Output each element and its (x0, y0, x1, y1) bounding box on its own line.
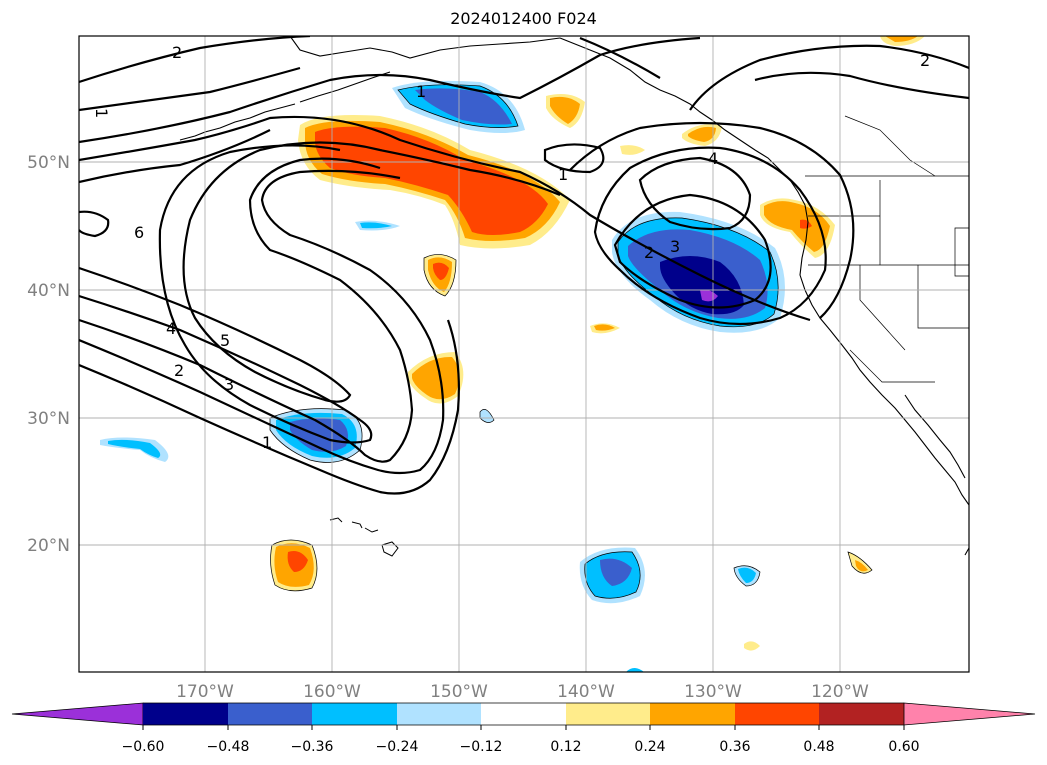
contour-label: 2 (174, 361, 184, 380)
contour-lines (79, 36, 969, 495)
contour-label: 3 (670, 237, 680, 256)
colorbar-tick-label: −0.36 (291, 739, 334, 755)
colorbar-segment (819, 703, 904, 725)
colorbar-segment (481, 703, 566, 725)
contour-label: 6 (134, 223, 144, 242)
colorbar-extend-low (11, 702, 144, 726)
colorbar-segment (397, 703, 481, 725)
colorbar-extend-high (903, 702, 1036, 726)
map-title: 2024012400 F024 (450, 9, 597, 28)
colorbar-tick-label: −0.24 (376, 739, 419, 755)
colorbar-segment (650, 703, 735, 725)
colorbar: −0.60 −0.48 −0.36 −0.24 −0.12 0.12 0.24 … (11, 702, 1036, 755)
coastlines (179, 36, 969, 556)
colorbar-segment (143, 703, 228, 725)
colorbar-tick-label: −0.12 (460, 739, 503, 755)
lat-label-50n: 50°N (27, 153, 70, 173)
contour-label: 3 (224, 375, 234, 394)
colorbar-segment (312, 703, 397, 725)
colorbar-tick-label: −0.48 (207, 739, 250, 755)
colorbar-tick-label: 0.36 (719, 739, 750, 755)
contour-label: 1 (262, 433, 272, 452)
plot-area (79, 36, 969, 672)
plot-frame (78, 35, 970, 673)
contour-labels: 2 2 1 1 1 6 4 5 2 3 1 4 2 3 (92, 43, 930, 452)
contour-label: 2 (172, 43, 182, 62)
lon-label-120w: 120°W (811, 682, 869, 702)
graticule (79, 36, 969, 672)
shaded-region-oregon-positive (760, 198, 835, 258)
longitude-labels: 170°W 160°W 150°W 140°W 130°W 120°W (176, 682, 869, 702)
lat-label-20n: 20°N (27, 536, 70, 556)
colorbar-tick-label: 0.24 (634, 739, 665, 755)
contour-label: 5 (220, 331, 230, 350)
lon-label-160w: 160°W (303, 682, 361, 702)
lon-label-130w: 130°W (684, 682, 742, 702)
colorbar-segment (735, 703, 819, 725)
shaded-region-central-positive (298, 115, 570, 249)
contour-label: 4 (166, 319, 176, 338)
colorbar-tick-label: 0.60 (888, 739, 919, 755)
lat-label-40n: 40°N (27, 281, 70, 301)
contour-label: 4 (708, 149, 718, 168)
lon-label-140w: 140°W (557, 682, 615, 702)
colorbar-segment (228, 703, 312, 725)
contour-label: 1 (92, 108, 111, 118)
lon-label-150w: 150°W (430, 682, 488, 702)
shaded-region-small-positive-blobs (270, 36, 925, 651)
latitude-labels: 50°N 40°N 30°N 20°N (27, 153, 70, 556)
borders (805, 115, 969, 383)
contour-label: 2 (644, 243, 654, 262)
hawaii-islands (329, 517, 399, 557)
contour-label: 1 (558, 165, 568, 184)
colorbar-tick-label: −0.60 (122, 739, 165, 755)
contour-label: 2 (920, 51, 930, 70)
lon-label-170w: 170°W (176, 682, 234, 702)
colorbar-segment (566, 703, 650, 725)
colorbar-tick-label: 0.12 (550, 739, 581, 755)
shaded-region-alaska-coast-positive (546, 94, 722, 155)
colorbar-tick-label: 0.48 (803, 739, 834, 755)
lat-label-30n: 30°N (27, 409, 70, 429)
contour-label: 1 (416, 82, 426, 101)
